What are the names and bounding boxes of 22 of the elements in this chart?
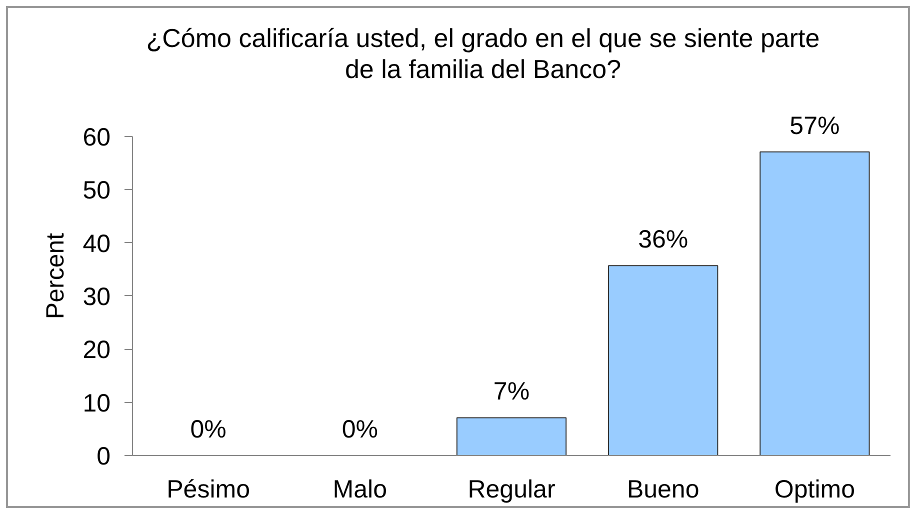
y-tick-label: 10 [82,389,111,418]
bar [456,417,567,456]
x-tick-label: Regular [468,476,556,504]
x-tick-label: Pésimo [166,476,250,504]
data-label: 0% [342,416,378,444]
y-tick-label: 30 [82,282,111,311]
data-label: 0% [190,416,226,444]
bar [608,265,718,456]
data-label: 57% [790,112,840,140]
y-tick-label: 50 [82,176,111,205]
x-tick-label: Optimo [774,476,856,504]
y-tick-label: 20 [82,336,111,364]
x-tick-label: Malo [332,476,387,504]
data-label: 7% [493,378,530,406]
y-axis-title: Percent [42,232,70,320]
chart-title: ¿Cómo calificaría usted, el grado en el que se siente parte de la familia del Banco? [146,23,820,85]
data-label: 36% [638,226,688,254]
y-tick-label: 60 [82,123,111,152]
y-tick-label: 40 [82,230,111,258]
y-tick-label: 0 [96,442,110,470]
x-tick-label: Bueno [626,476,700,504]
bar [760,151,870,456]
